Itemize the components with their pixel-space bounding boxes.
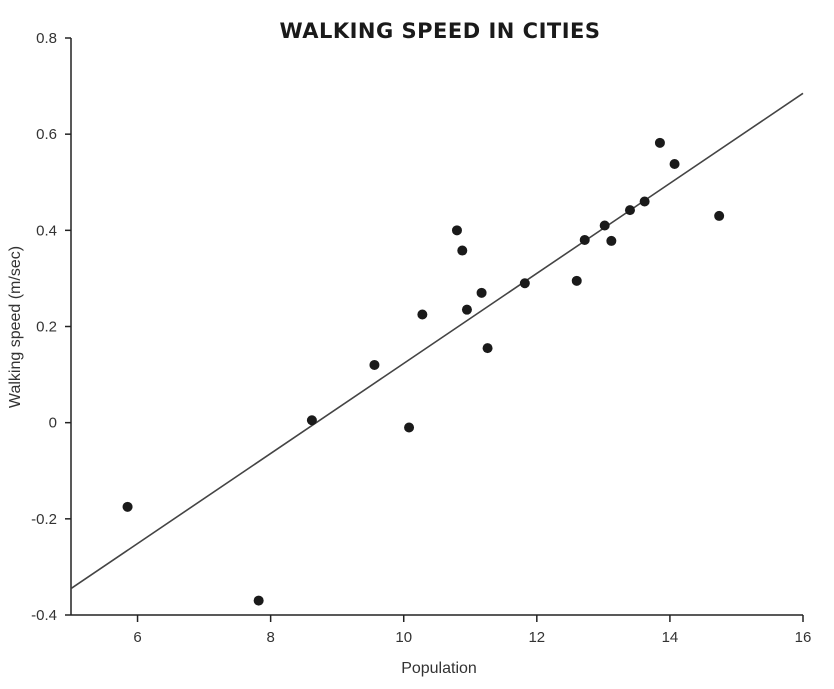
y-tick-label: 0.2: [36, 319, 57, 336]
y-tick-label: -0.2: [31, 511, 57, 528]
y-tick-label: 0.6: [36, 126, 57, 143]
data-point: [714, 210, 725, 221]
x-tick-label: 10: [395, 629, 412, 646]
y-tick-label: 0: [49, 415, 57, 432]
data-point: [306, 415, 317, 426]
data-points: [122, 137, 725, 606]
chart-title: WALKING SPEED IN CITIES: [279, 19, 600, 43]
data-point: [451, 225, 462, 236]
fit-line-group: [70, 92, 804, 590]
data-point: [457, 245, 468, 256]
data-point: [624, 205, 635, 216]
y-tick-label: 0.4: [36, 222, 57, 239]
data-point: [654, 137, 665, 148]
y-tick-label: -0.4: [31, 607, 57, 624]
axes: [70, 38, 803, 616]
data-point: [482, 343, 493, 354]
data-point: [253, 595, 264, 606]
x-tick-label: 8: [266, 629, 274, 646]
x-tick-label: 16: [795, 629, 812, 646]
x-tick-label: 6: [133, 629, 141, 646]
data-point: [669, 158, 680, 169]
data-point: [417, 309, 428, 320]
data-point: [404, 422, 415, 433]
x-axis-label: Population: [401, 660, 477, 677]
data-point: [519, 278, 530, 289]
data-point: [476, 287, 487, 298]
data-point: [599, 220, 610, 231]
data-point: [122, 501, 133, 512]
data-point: [461, 304, 472, 315]
y-axis-label: Walking speed (m/sec): [7, 246, 24, 408]
data-point: [606, 235, 617, 246]
x-tick-label: 14: [662, 629, 679, 646]
data-point: [369, 359, 380, 370]
fit-line: [70, 92, 804, 590]
data-point: [579, 234, 590, 245]
data-point: [639, 196, 650, 207]
ticks: -0.4 -0.2 0 0.2 0.4 0.6 0.8 6 8 10 12 14 16: [31, 30, 811, 646]
x-tick-label: 12: [528, 629, 545, 646]
y-tick-label: 0.8: [36, 30, 57, 47]
data-point: [571, 275, 582, 286]
